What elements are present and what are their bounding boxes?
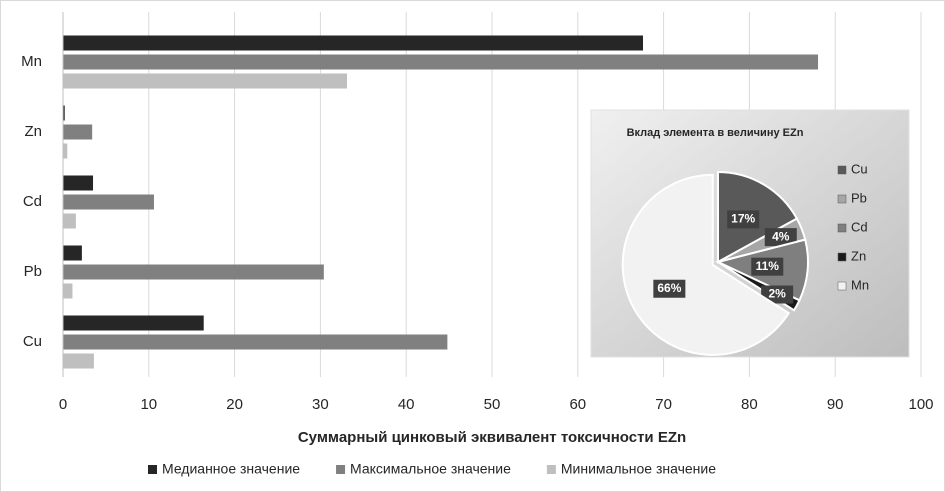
bar	[63, 245, 82, 261]
bar	[63, 143, 68, 159]
data-label-box	[761, 285, 794, 304]
bar	[63, 35, 644, 51]
legend-label: Максимальное значение	[350, 461, 511, 477]
legend-swatch	[336, 465, 346, 474]
legend-swatch	[837, 194, 847, 204]
x-tick-label: 10	[140, 396, 157, 413]
x-tick-label: 80	[741, 396, 758, 413]
x-axis-label: Суммарный цинковый эквивалент токсичност…	[298, 429, 686, 446]
x-tick-label: 60	[569, 396, 586, 413]
x-tick-label: 30	[312, 396, 329, 413]
pie-title: Вклад элемента в величину EZn	[627, 127, 804, 139]
x-tick-label: 50	[484, 396, 501, 413]
data-label: 66%	[657, 281, 681, 295]
x-tick-label: 90	[827, 396, 844, 413]
bar	[63, 353, 94, 369]
bar	[63, 283, 73, 299]
data-label: 11%	[756, 259, 780, 273]
legend-label: Zn	[851, 248, 866, 263]
bar	[63, 264, 324, 280]
legend-label: Минимальное значение	[561, 461, 716, 477]
data-label: 17%	[731, 212, 755, 226]
legend-swatch	[837, 252, 847, 262]
legend-swatch	[148, 465, 157, 474]
bar	[63, 124, 93, 140]
data-label-box	[764, 228, 797, 247]
legend-swatch	[546, 465, 556, 474]
bar	[63, 73, 347, 89]
data-label: 4%	[772, 229, 790, 243]
legend-label: Pb	[851, 190, 867, 205]
y-tick-label: Pb	[24, 263, 42, 280]
data-label: 2%	[768, 287, 786, 301]
bar	[63, 194, 154, 210]
legend-label: Cd	[851, 219, 868, 234]
pie-plot: 17% 4% 11% 2% 66% Cu Pb Cd Zn Mn	[621, 161, 869, 356]
legend-swatch	[837, 165, 847, 175]
data-label-box	[727, 210, 760, 229]
data-label-box	[751, 257, 784, 276]
x-tick-label: 40	[398, 396, 415, 413]
legend-swatch	[837, 281, 847, 291]
bar-plot: 0 10 20 30 40 50 60 70 80 90 100 Cu Pb Cd Zn Mn Медианно…	[21, 12, 934, 477]
legend-label: Cu	[851, 161, 868, 176]
bar	[63, 315, 204, 331]
x-tick-label: 100	[908, 396, 933, 413]
x-tick-label: 0	[59, 396, 67, 413]
y-tick-label: Cd	[23, 193, 42, 210]
y-tick-label: Cu	[23, 333, 42, 350]
legend-label: Mn	[851, 277, 869, 292]
pie-slice	[621, 173, 791, 356]
bar	[63, 54, 819, 70]
y-tick-label: Zn	[24, 123, 42, 140]
legend-swatch	[837, 223, 847, 233]
bar	[63, 213, 76, 229]
bar	[63, 175, 94, 191]
bar	[63, 105, 65, 121]
x-tick-label: 70	[655, 396, 672, 413]
bar	[63, 334, 448, 350]
x-tick-label: 20	[226, 396, 243, 413]
data-label-box	[653, 279, 686, 298]
legend-label: Медианное значение	[162, 461, 300, 477]
y-tick-label: Mn	[21, 53, 42, 70]
